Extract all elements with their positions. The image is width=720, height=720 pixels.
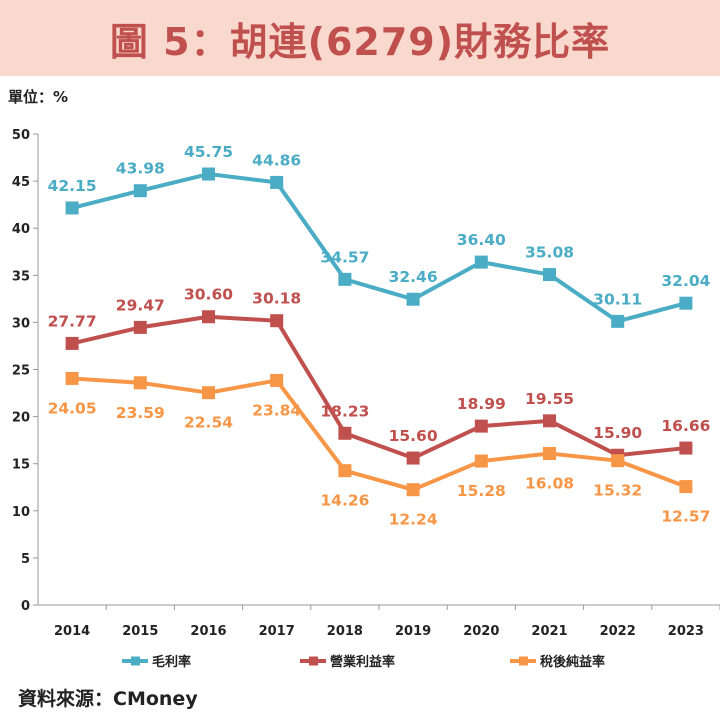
data-label: 44.86: [252, 151, 301, 169]
title-banner: 圖 5：胡連(6279)財務比率: [0, 0, 720, 76]
y-tick-label: 25: [12, 364, 30, 379]
x-tick-label: 2015: [122, 624, 158, 639]
data-label: 30.18: [252, 290, 301, 308]
data-point: [202, 310, 215, 324]
y-tick-label: 15: [12, 458, 30, 473]
data-label: 22.54: [184, 414, 233, 432]
data-point: [474, 419, 488, 433]
data-point: [270, 373, 284, 387]
data-point: [406, 451, 420, 465]
data-point: [474, 255, 488, 269]
x-tick-label: 2022: [600, 624, 636, 639]
data-label: 12.57: [661, 508, 710, 526]
y-tick-label: 45: [12, 175, 30, 190]
data-point: [406, 292, 420, 306]
series-line-0: [71, 172, 687, 324]
data-label: 15.60: [389, 427, 438, 445]
x-tick-label: 2023: [668, 624, 704, 639]
data-point: [474, 454, 488, 468]
data-point: [133, 376, 147, 390]
data-label: 36.40: [457, 231, 506, 249]
data-point: [133, 320, 147, 334]
data-point: [202, 386, 215, 400]
source-label: 資料來源：CMoney: [18, 688, 198, 710]
data-point: [338, 426, 352, 440]
data-label: 30.60: [184, 286, 233, 304]
data-label: 12.24: [389, 511, 438, 529]
y-tick-label: 10: [12, 505, 30, 520]
x-tick-label: 2020: [463, 624, 499, 639]
y-tick-label: 5: [21, 552, 30, 567]
data-label: 14.26: [320, 492, 369, 510]
legend-swatch-marker: [131, 656, 140, 666]
data-point: [406, 483, 420, 497]
data-point: [611, 314, 625, 328]
data-label: 23.59: [116, 404, 165, 422]
x-tick-label: 2014: [54, 624, 90, 639]
x-tick-label: 2019: [395, 624, 431, 639]
data-point: [65, 371, 79, 385]
data-label: 19.55: [525, 390, 574, 408]
data-point: [202, 167, 215, 181]
y-tick-label: 50: [12, 128, 30, 143]
data-point: [65, 336, 79, 350]
chart-title: 圖 5：胡連(6279)財務比率: [109, 19, 611, 64]
y-tick-label: 20: [12, 411, 30, 426]
data-label: 15.28: [457, 482, 506, 500]
data-label: 24.05: [48, 399, 97, 417]
y-tick-label: 35: [12, 269, 30, 284]
data-point: [338, 272, 352, 286]
data-label: 32.46: [389, 268, 438, 286]
data-point: [133, 184, 147, 198]
x-tick-label: 2018: [327, 624, 363, 639]
data-point: [543, 447, 556, 461]
data-point: [270, 175, 284, 189]
data-label: 15.32: [593, 482, 642, 500]
data-point: [679, 296, 693, 310]
line-chart: 0 5 10 15 20 25 30 35 40 45 50 2014 2015 2016 2017 2018…: [12, 128, 720, 670]
data-point: [679, 441, 693, 455]
legend-swatch-marker: [309, 656, 318, 666]
y-tick-label: 40: [12, 222, 30, 237]
data-label: 35.08: [525, 244, 574, 262]
data-label: 45.75: [184, 143, 233, 161]
legend-label: 稅後純益率: [540, 654, 605, 670]
data-point: [611, 454, 625, 468]
legend-swatch-marker: [519, 656, 528, 666]
data-label: 34.57: [320, 248, 369, 266]
data-point: [543, 414, 556, 428]
data-label: 42.15: [48, 177, 97, 195]
data-point: [270, 314, 284, 328]
y-tick-label: 0: [21, 599, 30, 614]
data-label: 23.84: [252, 401, 301, 419]
data-label: 16.66: [661, 417, 710, 435]
unit-label: 單位：%: [8, 88, 69, 106]
data-label: 32.04: [661, 272, 710, 290]
data-label: 27.77: [48, 312, 97, 330]
x-tick-label: 2021: [531, 624, 567, 639]
series-line-2: [71, 376, 687, 492]
x-tick-label: 2017: [259, 624, 295, 639]
data-label: 18.99: [457, 395, 506, 413]
x-tick-label: 2016: [190, 624, 226, 639]
data-label: 15.90: [593, 424, 642, 442]
series-line-1: [71, 314, 687, 461]
data-label: 16.08: [525, 475, 574, 493]
data-label: 30.11: [593, 290, 642, 308]
data-label: 29.47: [116, 296, 165, 314]
y-tick-label: 30: [12, 316, 30, 331]
legend-label: 毛利率: [152, 654, 191, 670]
data-point: [679, 480, 693, 494]
legend-label: 營業利益率: [330, 654, 395, 670]
data-point: [543, 268, 556, 282]
data-point: [65, 201, 79, 215]
data-point: [338, 464, 352, 478]
data-label: 18.23: [320, 402, 369, 420]
data-label: 43.98: [116, 160, 165, 178]
